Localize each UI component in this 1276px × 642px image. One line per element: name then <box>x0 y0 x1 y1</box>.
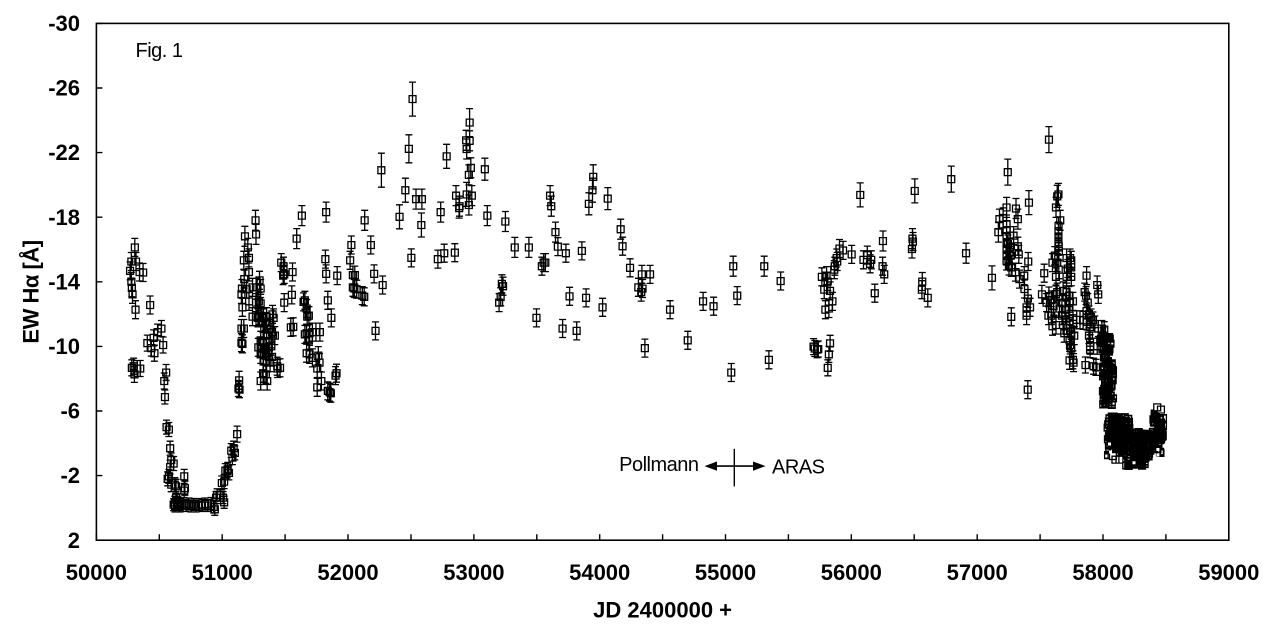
svg-text:-30: -30 <box>48 11 80 36</box>
svg-text:57000: 57000 <box>947 560 1008 585</box>
svg-text:58000: 58000 <box>1072 560 1133 585</box>
svg-text:2: 2 <box>68 528 80 553</box>
svg-text:-2: -2 <box>60 463 80 488</box>
svg-text:52000: 52000 <box>317 560 378 585</box>
svg-text:Fig. 1: Fig. 1 <box>136 40 183 62</box>
svg-text:54000: 54000 <box>569 560 630 585</box>
svg-text:56000: 56000 <box>821 560 882 585</box>
svg-text:ARAS: ARAS <box>772 457 825 479</box>
svg-text:EW Hα [Å]: EW Hα [Å] <box>18 240 44 343</box>
svg-text:-26: -26 <box>48 76 80 101</box>
svg-text:-6: -6 <box>60 399 80 424</box>
svg-text:-22: -22 <box>48 140 80 165</box>
svg-text:Pollmann: Pollmann <box>619 454 698 476</box>
svg-text:53000: 53000 <box>443 560 504 585</box>
svg-text:-10: -10 <box>48 334 80 359</box>
svg-text:59000: 59000 <box>1198 560 1259 585</box>
svg-text:-14: -14 <box>48 269 81 294</box>
svg-text:JD 2400000 +: JD 2400000 + <box>593 598 732 623</box>
svg-text:55000: 55000 <box>695 560 756 585</box>
svg-text:50000: 50000 <box>66 560 127 585</box>
svg-text:51000: 51000 <box>192 560 253 585</box>
svg-text:-18: -18 <box>48 205 80 230</box>
